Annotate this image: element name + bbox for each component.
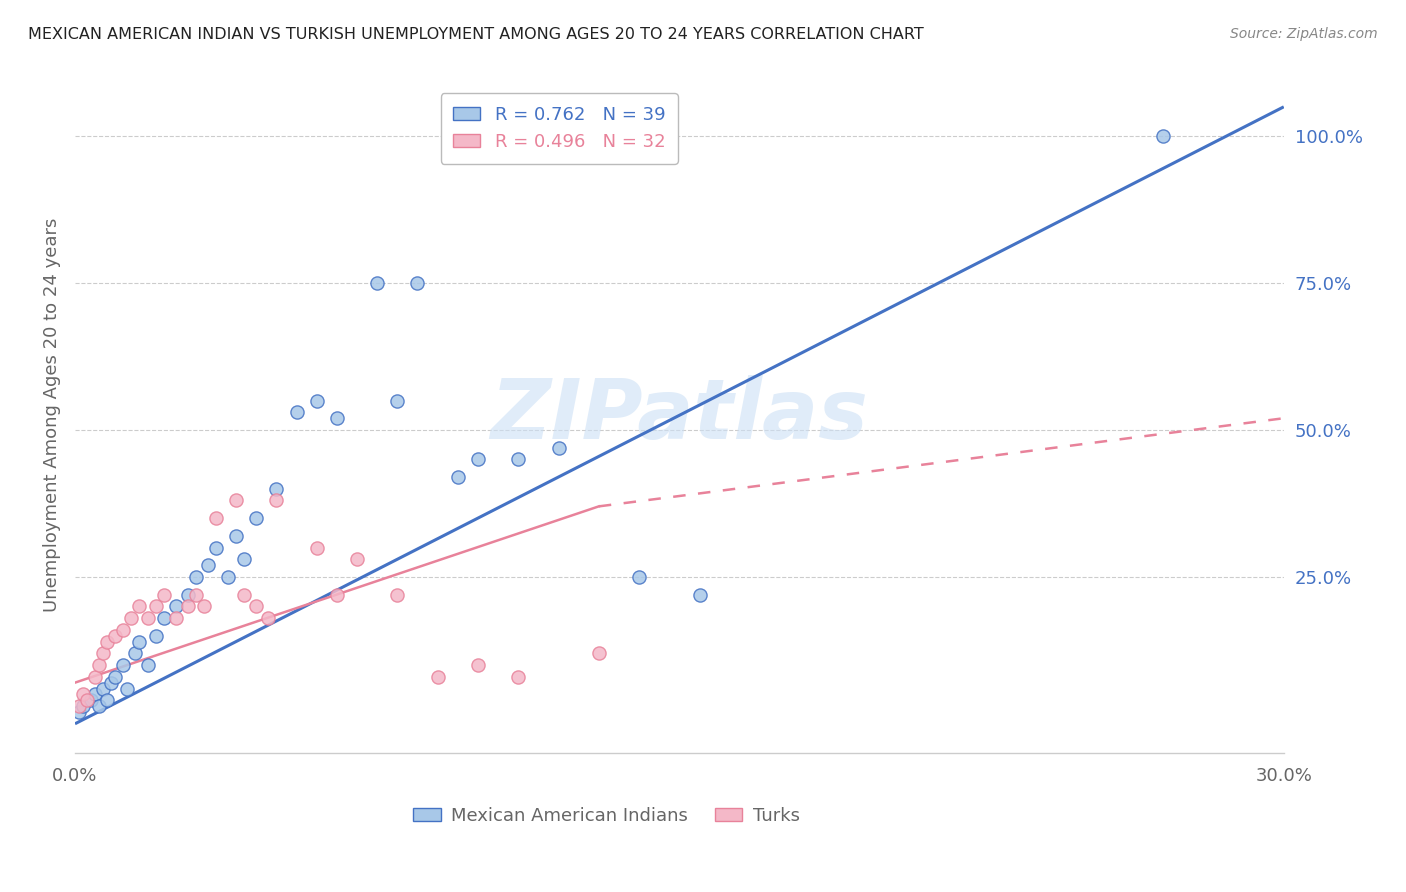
Point bbox=[467, 452, 489, 467]
Point bbox=[80, 693, 103, 707]
Point bbox=[124, 646, 146, 660]
Point bbox=[89, 699, 111, 714]
Point bbox=[67, 699, 90, 714]
Point bbox=[152, 587, 174, 601]
Point bbox=[225, 529, 247, 543]
Point bbox=[117, 681, 139, 696]
Point bbox=[257, 611, 280, 625]
Point bbox=[165, 611, 187, 625]
Point bbox=[588, 646, 610, 660]
Point bbox=[547, 441, 569, 455]
Point bbox=[245, 599, 267, 614]
Point bbox=[184, 587, 207, 601]
Point bbox=[193, 599, 215, 614]
Point bbox=[128, 599, 150, 614]
Point bbox=[305, 541, 328, 555]
Point bbox=[100, 675, 122, 690]
Point bbox=[426, 670, 449, 684]
Point bbox=[285, 405, 308, 419]
Point bbox=[467, 658, 489, 673]
Point bbox=[165, 599, 187, 614]
Point bbox=[89, 658, 111, 673]
Text: MEXICAN AMERICAN INDIAN VS TURKISH UNEMPLOYMENT AMONG AGES 20 TO 24 YEARS CORREL: MEXICAN AMERICAN INDIAN VS TURKISH UNEMP… bbox=[28, 27, 924, 42]
Point bbox=[177, 599, 200, 614]
Point bbox=[689, 587, 711, 601]
Point bbox=[96, 693, 118, 707]
Point bbox=[184, 570, 207, 584]
Point bbox=[205, 511, 228, 525]
Point bbox=[104, 670, 127, 684]
Point bbox=[628, 570, 651, 584]
Point bbox=[76, 693, 98, 707]
Point bbox=[72, 687, 94, 701]
Point bbox=[104, 629, 127, 643]
Point bbox=[84, 670, 107, 684]
Point bbox=[96, 634, 118, 648]
Point bbox=[91, 646, 114, 660]
Point bbox=[136, 658, 159, 673]
Point bbox=[136, 611, 159, 625]
Point bbox=[508, 670, 530, 684]
Point bbox=[217, 570, 239, 584]
Point bbox=[128, 634, 150, 648]
Point bbox=[387, 587, 409, 601]
Point bbox=[266, 482, 288, 496]
Point bbox=[387, 393, 409, 408]
Point bbox=[205, 541, 228, 555]
Point bbox=[112, 623, 135, 637]
Point bbox=[145, 629, 167, 643]
Legend: Mexican American Indians, Turks: Mexican American Indians, Turks bbox=[406, 799, 807, 831]
Point bbox=[84, 687, 107, 701]
Point bbox=[326, 411, 349, 425]
Point bbox=[145, 599, 167, 614]
Text: ZIPatlas: ZIPatlas bbox=[491, 375, 869, 456]
Point bbox=[366, 276, 388, 290]
Y-axis label: Unemployment Among Ages 20 to 24 years: Unemployment Among Ages 20 to 24 years bbox=[44, 219, 60, 613]
Point bbox=[305, 393, 328, 408]
Point bbox=[447, 470, 470, 484]
Point bbox=[233, 587, 256, 601]
Point bbox=[326, 587, 349, 601]
Point bbox=[197, 558, 219, 573]
Point bbox=[177, 587, 200, 601]
Point bbox=[406, 276, 429, 290]
Point bbox=[67, 705, 90, 719]
Point bbox=[72, 699, 94, 714]
Point bbox=[266, 493, 288, 508]
Point bbox=[152, 611, 174, 625]
Point bbox=[91, 681, 114, 696]
Point bbox=[245, 511, 267, 525]
Point bbox=[112, 658, 135, 673]
Point bbox=[346, 552, 368, 566]
Point bbox=[233, 552, 256, 566]
Point bbox=[120, 611, 142, 625]
Point bbox=[225, 493, 247, 508]
Point bbox=[1152, 129, 1174, 144]
Text: Source: ZipAtlas.com: Source: ZipAtlas.com bbox=[1230, 27, 1378, 41]
Point bbox=[508, 452, 530, 467]
